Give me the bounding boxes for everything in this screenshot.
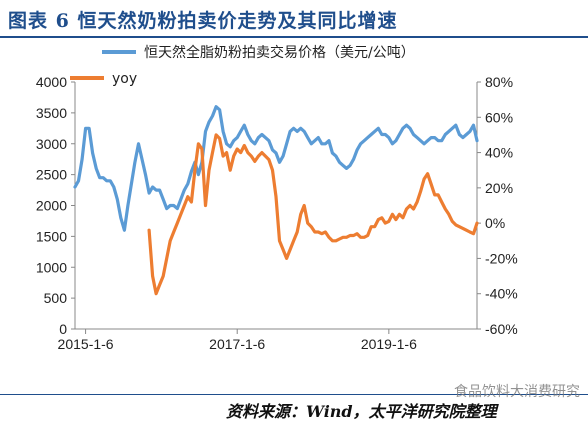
right-tick-label: 40% (485, 145, 513, 161)
yoy-series-line (147, 133, 479, 296)
watermark: 食品饮料大消费研究 (454, 384, 580, 400)
left-tick-label: 3000 (36, 136, 67, 152)
right-tick-label: 20% (485, 180, 513, 196)
x-tick-label: 2019-1-6 (361, 336, 417, 352)
chart-ticks: 0 500 1000 1500 2000 2500 3000 3500 4000 -60% -40%… (36, 74, 518, 352)
left-tick-label: 0 (59, 321, 67, 337)
right-tick-label: 0% (485, 215, 505, 231)
price-series-line (73, 105, 479, 232)
chart-legend: 恒天然全脂奶粉拍卖交易价格（美元/公吨） yoy (70, 44, 415, 87)
milk-powder-price-chart: 恒天然全脂奶粉拍卖交易价格（美元/公吨） yoy 0 500 1000 1500 2000… (36, 44, 518, 352)
right-tick-label: -20% (485, 250, 518, 266)
left-tick-label: 1000 (36, 259, 67, 275)
x-tick-label: 2017-1-6 (209, 336, 265, 352)
legend-price-label: 恒天然全脂奶粉拍卖交易价格（美元/公吨） (144, 44, 415, 61)
source-divider (0, 394, 588, 395)
right-tick-label: 60% (485, 109, 513, 125)
left-tick-label: 500 (44, 290, 68, 306)
left-tick-label: 2000 (36, 198, 67, 214)
page-title: 图表 6 恒天然奶粉拍卖价走势及其同比增速 (8, 10, 398, 32)
right-tick-label: 80% (485, 74, 513, 90)
right-tick-label: -40% (485, 286, 518, 302)
source-note: 资料来源：Wind，太平洋研究院整理 (226, 402, 497, 421)
left-tick-label: 3500 (36, 105, 67, 121)
title-divider (0, 36, 588, 38)
x-tick-label: 2015-1-6 (58, 336, 114, 352)
left-tick-label: 1500 (36, 228, 67, 244)
left-tick-label: 2500 (36, 167, 67, 183)
left-tick-label: 4000 (36, 74, 67, 90)
right-tick-label: -60% (485, 321, 518, 337)
chart-series (73, 105, 479, 296)
legend-yoy-label: yoy (112, 71, 137, 87)
